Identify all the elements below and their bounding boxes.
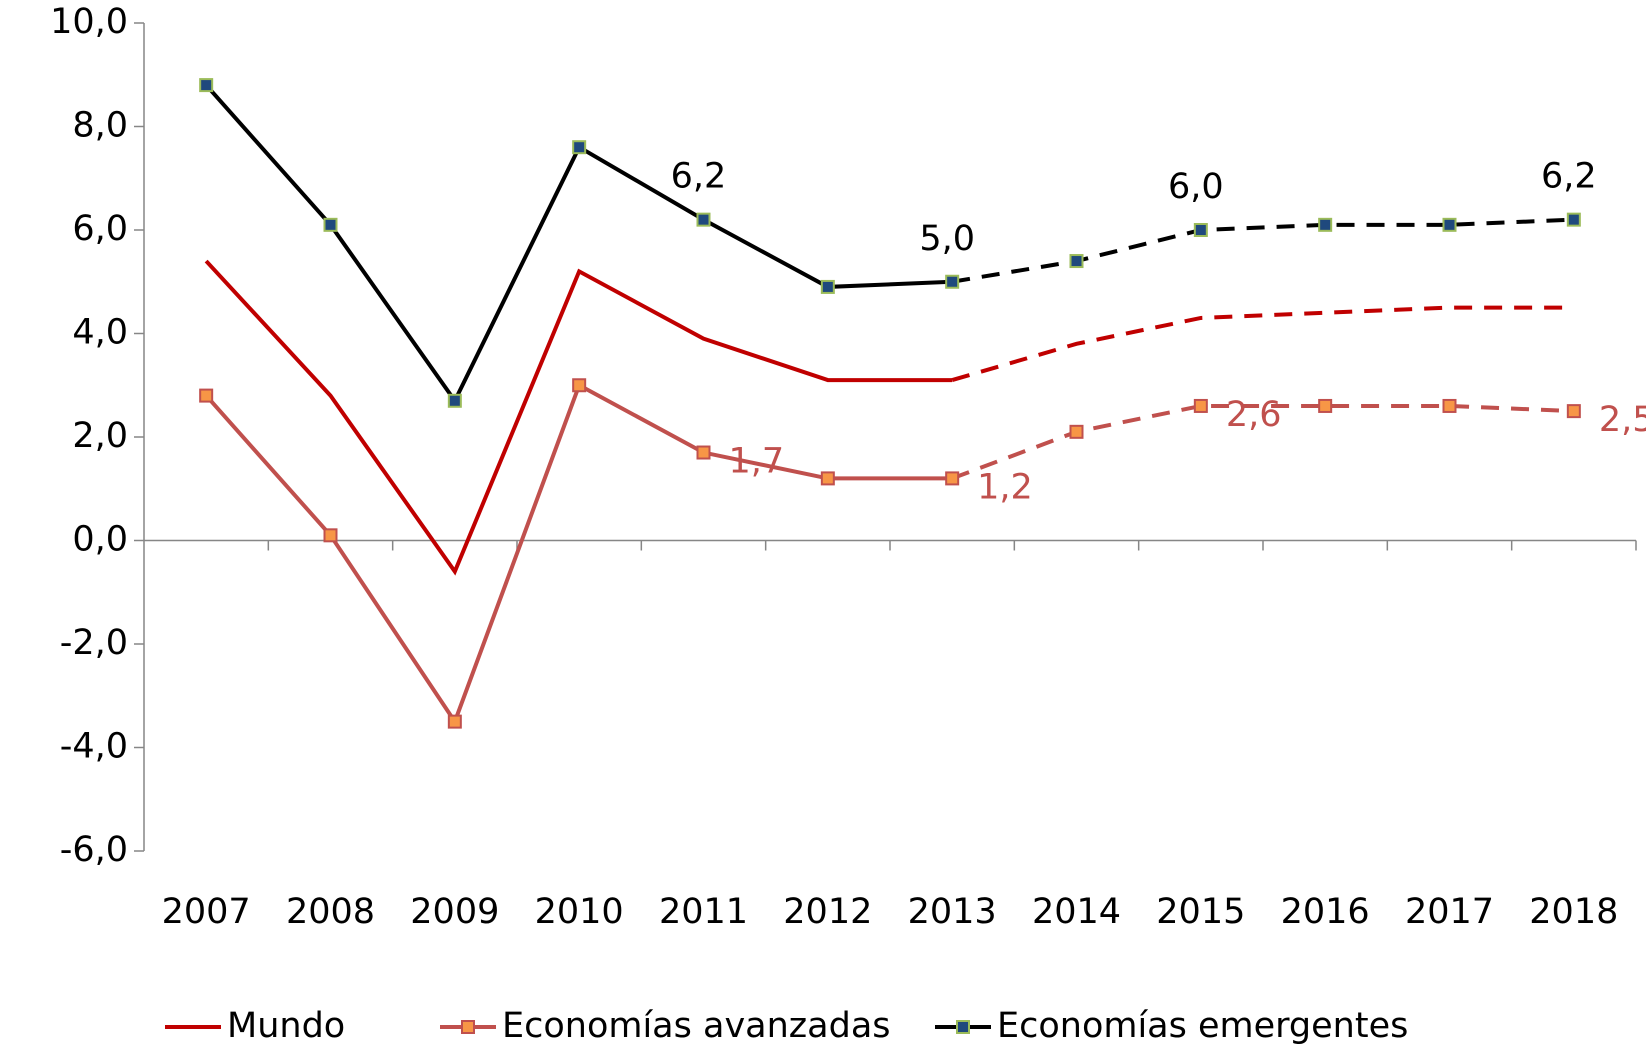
x-tick-label: 2016 bbox=[1281, 892, 1370, 932]
series-line bbox=[204, 259, 953, 576]
x-tick-label: 2018 bbox=[1529, 892, 1618, 932]
legend-label: Economías avanzadas bbox=[502, 1006, 891, 1046]
marker bbox=[1069, 424, 1084, 439]
marker bbox=[1566, 404, 1581, 419]
series-line-projection bbox=[951, 305, 1574, 382]
x-tick-label: 2009 bbox=[410, 892, 499, 932]
marker bbox=[820, 279, 835, 294]
marker bbox=[1193, 398, 1208, 413]
x-tick-label: 2015 bbox=[1156, 892, 1245, 932]
marker bbox=[820, 471, 835, 486]
value-label: 1,7 bbox=[729, 442, 785, 482]
series-line bbox=[204, 382, 953, 726]
legend-label: Economías emergentes bbox=[997, 1006, 1408, 1046]
marker bbox=[1193, 223, 1208, 237]
value-label: 6,2 bbox=[1541, 157, 1597, 197]
marker bbox=[1566, 212, 1581, 227]
x-tick-label: 2017 bbox=[1405, 892, 1494, 932]
marker bbox=[323, 217, 338, 232]
value-label: 6,2 bbox=[671, 157, 727, 197]
marker bbox=[323, 528, 338, 543]
legend-label: Mundo bbox=[227, 1006, 345, 1046]
marker bbox=[572, 140, 587, 155]
marker bbox=[447, 393, 462, 408]
marker bbox=[1442, 398, 1457, 413]
marker bbox=[1069, 254, 1084, 269]
value-label: 2,6 bbox=[1226, 395, 1282, 435]
x-tick-label: 2008 bbox=[286, 892, 375, 932]
x-tick-label: 2010 bbox=[535, 892, 624, 932]
y-tick-label: 8,0 bbox=[72, 106, 128, 146]
x-tick-label: 2011 bbox=[659, 892, 748, 932]
y-tick-label: -4,0 bbox=[60, 727, 128, 767]
y-tick-label: 2,0 bbox=[72, 416, 128, 456]
y-tick-label: -2,0 bbox=[60, 623, 128, 663]
marker bbox=[696, 445, 711, 460]
marker bbox=[199, 388, 214, 403]
y-tick-label: 10,0 bbox=[50, 2, 128, 42]
marker bbox=[1318, 217, 1333, 232]
y-tick-label: 4,0 bbox=[72, 313, 128, 353]
marker bbox=[945, 471, 960, 486]
legend-marker bbox=[956, 1020, 970, 1034]
value-label: 1,2 bbox=[977, 467, 1033, 507]
x-tick-label: 2007 bbox=[162, 892, 251, 932]
marker bbox=[1318, 398, 1333, 413]
y-tick-label: -6,0 bbox=[60, 830, 128, 870]
series-line-projection bbox=[951, 217, 1574, 284]
y-tick-label: 6,0 bbox=[72, 209, 128, 249]
series-line bbox=[204, 83, 953, 405]
marker bbox=[199, 78, 214, 93]
marker bbox=[572, 378, 587, 393]
x-tick-label: 2013 bbox=[908, 892, 997, 932]
marker bbox=[696, 212, 711, 227]
y-tick-label: 0,0 bbox=[72, 520, 128, 560]
x-tick-label: 2014 bbox=[1032, 892, 1121, 932]
value-label: 6,0 bbox=[1168, 167, 1224, 207]
value-label: 5,0 bbox=[919, 219, 975, 259]
marker bbox=[1442, 217, 1457, 232]
marker bbox=[447, 714, 462, 729]
marker bbox=[945, 274, 960, 289]
legend-marker bbox=[461, 1020, 475, 1034]
x-tick-label: 2012 bbox=[783, 892, 872, 932]
value-label: 2,5 bbox=[1599, 400, 1646, 440]
